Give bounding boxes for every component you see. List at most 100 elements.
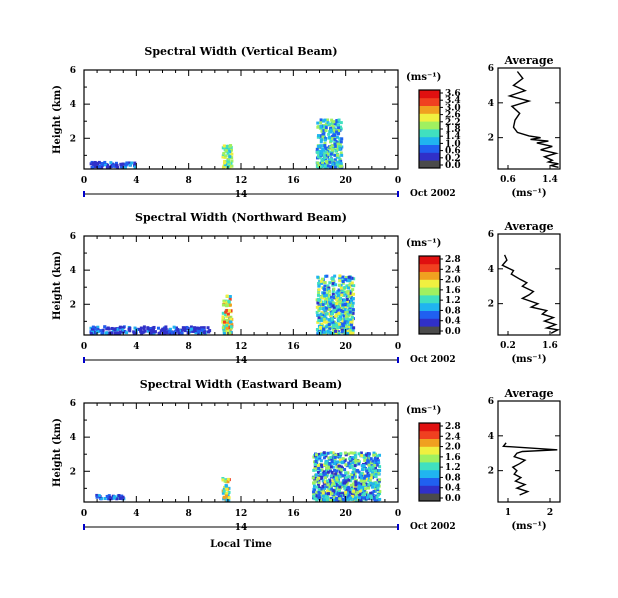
echo-cell (353, 460, 357, 464)
echo-cell (223, 155, 227, 159)
profile-x-tick-label: 2 (547, 508, 553, 518)
echo-cell (322, 470, 326, 474)
echo-cell (322, 153, 326, 157)
echo-cell (224, 310, 228, 314)
echo-cell (334, 481, 338, 485)
echo-cell (119, 165, 123, 169)
echo-cell (317, 493, 321, 497)
echo-cell (316, 275, 320, 279)
echo-cell (356, 459, 360, 463)
echo-cell (324, 126, 328, 130)
echo-cell (335, 130, 339, 134)
echo-cell (329, 319, 333, 323)
echo-cell (352, 467, 356, 471)
echo-cell (319, 459, 323, 463)
echo-cell (319, 124, 323, 128)
echo-cell (354, 492, 358, 496)
echo-cell (338, 460, 342, 464)
echo-cell (225, 488, 229, 492)
echo-cell (362, 464, 366, 468)
echo-cell (314, 492, 318, 496)
echo-cell (344, 276, 348, 280)
echo-cell (339, 140, 343, 144)
echo-cell (331, 164, 335, 168)
day-label: 14 (235, 356, 248, 366)
echo-cell (107, 165, 111, 169)
echo-cell (329, 310, 333, 314)
echo-cell (316, 484, 320, 488)
echo-cell (330, 460, 334, 464)
echo-cell (327, 158, 331, 162)
echo-cell (330, 470, 334, 474)
echo-cell (317, 309, 321, 313)
echo-cell (337, 129, 341, 133)
echo-cell (228, 328, 232, 332)
echo-cell (105, 327, 109, 331)
echo-cell (221, 478, 225, 482)
profile-frame (497, 233, 561, 336)
echo-cell (99, 329, 103, 333)
echo-cell (337, 307, 341, 311)
echo-cell (328, 150, 332, 154)
echo-cell (152, 331, 156, 335)
echo-cell (101, 328, 105, 332)
echo-cell (376, 486, 380, 490)
colorbar-tick-label: 2.6 (445, 111, 461, 121)
echo-cell (331, 317, 335, 321)
x-tick-label: 8 (186, 342, 192, 352)
echo-cell (338, 475, 342, 479)
echo-cell (344, 476, 348, 480)
echo-cell (127, 161, 131, 165)
echo-cell (316, 320, 320, 324)
echo-cell (230, 159, 234, 163)
echo-cell (352, 277, 356, 281)
echo-cell (94, 330, 98, 334)
echo-cell (321, 479, 325, 483)
echo-cell (347, 275, 351, 279)
echo-cell (227, 498, 231, 502)
echo-cell (354, 494, 358, 498)
x-axis-label: Local Time (210, 539, 272, 550)
x-tick-label: 4 (133, 509, 139, 519)
echo-cell (340, 153, 344, 157)
colorbar-tick-label: 0.0 (445, 494, 461, 504)
echo-cell (347, 493, 351, 497)
echo-cell (225, 326, 229, 330)
profile-x-tick-label: 1 (505, 508, 511, 518)
profile-y-tick-label: 2 (488, 134, 494, 144)
echo-cell (317, 145, 321, 149)
echo-cell (343, 474, 347, 478)
echo-cell (227, 299, 231, 303)
echo-cell (319, 121, 323, 125)
echo-cell (229, 309, 233, 313)
echo-cell (225, 294, 229, 298)
echo-cell (340, 145, 344, 149)
echo-cell (322, 119, 326, 123)
echo-cell (224, 484, 228, 488)
echo-cell (311, 476, 315, 480)
echo-cell (225, 145, 229, 149)
echo-cell (228, 303, 232, 307)
echo-cell (338, 164, 342, 168)
echo-cell (329, 304, 333, 308)
echo-cell (319, 489, 323, 493)
echo-cell (142, 325, 146, 329)
echo-cell (318, 454, 322, 458)
echo-cell (322, 473, 326, 477)
echo-cell (331, 134, 335, 138)
echo-cell (320, 314, 324, 318)
colorbar-tick-label: 3.0 (445, 103, 461, 113)
echo-cell (317, 490, 321, 494)
echo-cell (329, 295, 333, 299)
echo-cell (329, 139, 333, 143)
echo-cell (334, 453, 338, 457)
echo-cell (350, 491, 354, 495)
echo-cell (317, 316, 321, 320)
echo-cell (105, 165, 109, 169)
echo-cell (362, 455, 366, 459)
echo-cell (100, 165, 104, 169)
echo-cell (224, 328, 228, 332)
echo-cell (328, 490, 332, 494)
echo-cell (346, 485, 350, 489)
echo-cell (325, 498, 329, 502)
